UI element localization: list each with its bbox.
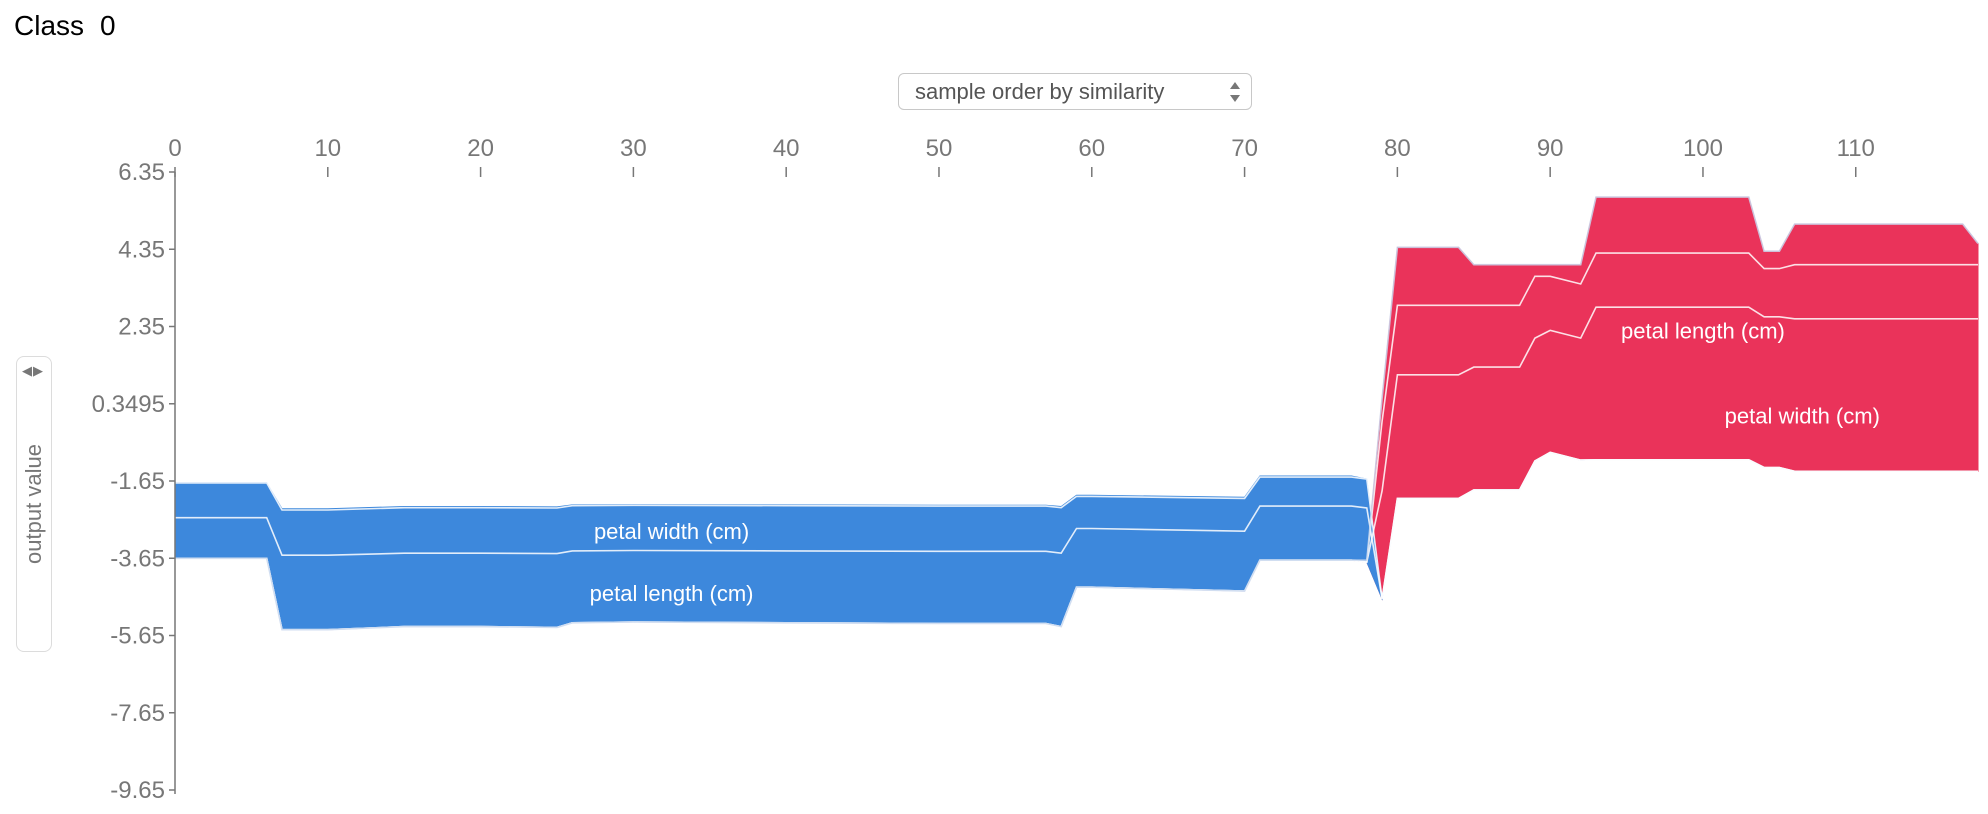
chart-dividers (175, 196, 1979, 631)
y-tick-label-2: 2.35 (118, 314, 165, 341)
x-tick-label-3: 30 (620, 135, 647, 162)
y-tick-label-6: -5.65 (110, 623, 165, 650)
x-tick-label-1: 10 (314, 135, 341, 162)
x-tick-label-6: 60 (1078, 135, 1105, 162)
select-arrows-icon (1230, 82, 1240, 102)
x-tick-label-5: 50 (926, 135, 953, 162)
y-tick-label-4: -1.65 (110, 468, 165, 495)
y-tick-label-1: 4.35 (118, 236, 165, 263)
class-title: Class 0 (14, 10, 116, 42)
y-tick-label-5: -3.65 (110, 545, 165, 572)
x-tick-label-8: 80 (1384, 135, 1411, 162)
sample-order-select[interactable]: sample order by similarity (898, 73, 1252, 110)
class-label: Class (14, 10, 85, 41)
x-tick-label-7: 70 (1231, 135, 1258, 162)
x-tick-label-0: 0 (168, 135, 181, 162)
y-tick-label-7: -7.65 (110, 700, 165, 727)
x-axis-ticks: 0 10 20 30 40 50 60 70 80 90 100 110 (168, 135, 1875, 177)
divider-negative-2 (175, 451, 1978, 599)
sample-order-select-value: sample order by similarity (915, 79, 1165, 104)
area-label-3: petal width (cm) (1725, 403, 1880, 428)
chart-areas (174, 196, 1979, 631)
x-tick-label-4: 40 (773, 135, 800, 162)
x-tick-label-9: 90 (1537, 135, 1564, 162)
y-tick-label-3: 0.3495 (92, 391, 165, 418)
y-tick-label-0: 6.35 (118, 159, 165, 186)
class-value: 0 (100, 10, 116, 41)
y-axis-selector[interactable]: ◀▶ output value (16, 356, 52, 652)
left-right-arrows-icon: ◀▶ (22, 363, 44, 378)
area-labels: petal width (cm) petal length (cm) petal l… (590, 318, 1880, 606)
area-label-0: petal width (cm) (594, 519, 749, 544)
x-tick-label-10: 100 (1683, 135, 1723, 162)
area-label-2: petal length (cm) (1621, 318, 1785, 343)
x-tick-label-11: 110 (1837, 135, 1875, 162)
x-tick-label-2: 20 (467, 135, 494, 162)
y-axis-ticks: 6.35 4.35 2.35 0.3495 -1.65 -3.65 -5.65 -7.65 -9… (92, 159, 175, 804)
y-tick-label-8: -9.65 (110, 777, 165, 804)
output-line (175, 196, 1979, 631)
area-label-1: petal length (cm) (590, 581, 754, 606)
